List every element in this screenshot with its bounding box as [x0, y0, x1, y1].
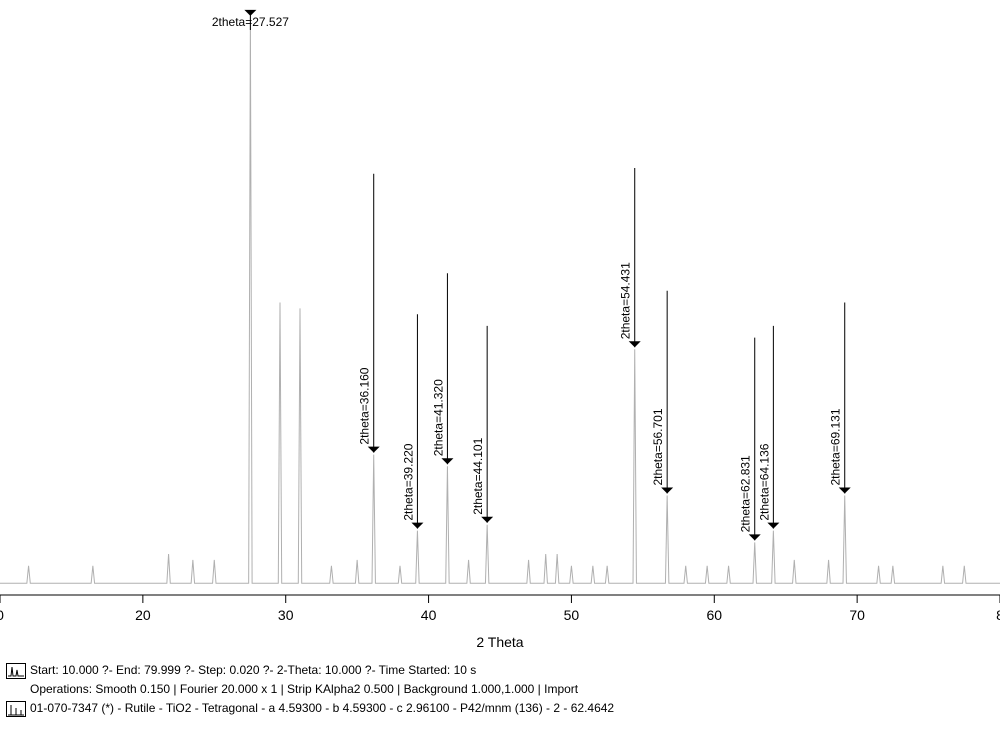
x-tick-label: 30: [278, 607, 294, 623]
x-tick-label: 50: [564, 607, 580, 623]
chart-footer: Start: 10.000 ?- End: 79.999 ?- Step: 0.…: [6, 661, 614, 719]
peak-label: 2theta=41.320: [431, 379, 445, 456]
x-tick-label: 40: [421, 607, 437, 623]
x-tick-label: 0: [0, 607, 4, 623]
footer-row-1: Start: 10.000 ?- End: 79.999 ?- Step: 0.…: [6, 661, 614, 680]
arrowhead-icon: [441, 458, 453, 464]
arrowhead-icon: [749, 534, 761, 540]
legend-icon-trace: [6, 663, 26, 679]
peak-label: 2theta=64.136: [757, 443, 771, 520]
peak-label: 2theta=44.101: [471, 437, 485, 514]
legend-icon-sticks: [6, 701, 26, 717]
arrowhead-icon: [767, 523, 779, 529]
footer-row-2: Operations: Smooth 0.150 | Fourier 20.00…: [6, 680, 614, 699]
arrowhead-icon: [411, 523, 423, 529]
x-tick-label: 70: [849, 607, 865, 623]
arrowhead-icon: [839, 488, 851, 494]
x-axis-title: 2 Theta: [476, 634, 523, 650]
footer-line-1: Start: 10.000 ?- End: 79.999 ?- Step: 0.…: [30, 661, 476, 680]
peak-label: 2theta=36.160: [358, 367, 372, 444]
peak-label: 2theta=39.220: [401, 443, 415, 520]
x-tick-label: 8: [996, 607, 1000, 623]
arrowhead-icon: [661, 488, 673, 494]
arrowhead-icon: [481, 517, 493, 523]
xrd-chart: 020304050607082 Theta2theta=27.5272theta…: [0, 0, 1000, 731]
chart-svg: 020304050607082 Theta2theta=27.5272theta…: [0, 0, 1000, 731]
peak-label: 2theta=69.131: [829, 408, 843, 485]
x-tick-label: 20: [135, 607, 151, 623]
footer-line-3: 01-070-7347 (*) - Rutile - TiO2 - Tetrag…: [30, 699, 614, 718]
arrowhead-icon: [368, 447, 380, 453]
arrowhead-icon: [629, 341, 641, 347]
peak-label: 2theta=56.701: [651, 408, 665, 485]
peak-label: 2theta=62.831: [739, 455, 753, 532]
x-tick-label: 60: [706, 607, 722, 623]
peak-label: 2theta=54.431: [619, 262, 633, 339]
footer-row-3: 01-070-7347 (*) - Rutile - TiO2 - Tetrag…: [6, 699, 614, 718]
diffractogram-trace: [0, 16, 1000, 583]
footer-line-2: Operations: Smooth 0.150 | Fourier 20.00…: [30, 680, 578, 699]
